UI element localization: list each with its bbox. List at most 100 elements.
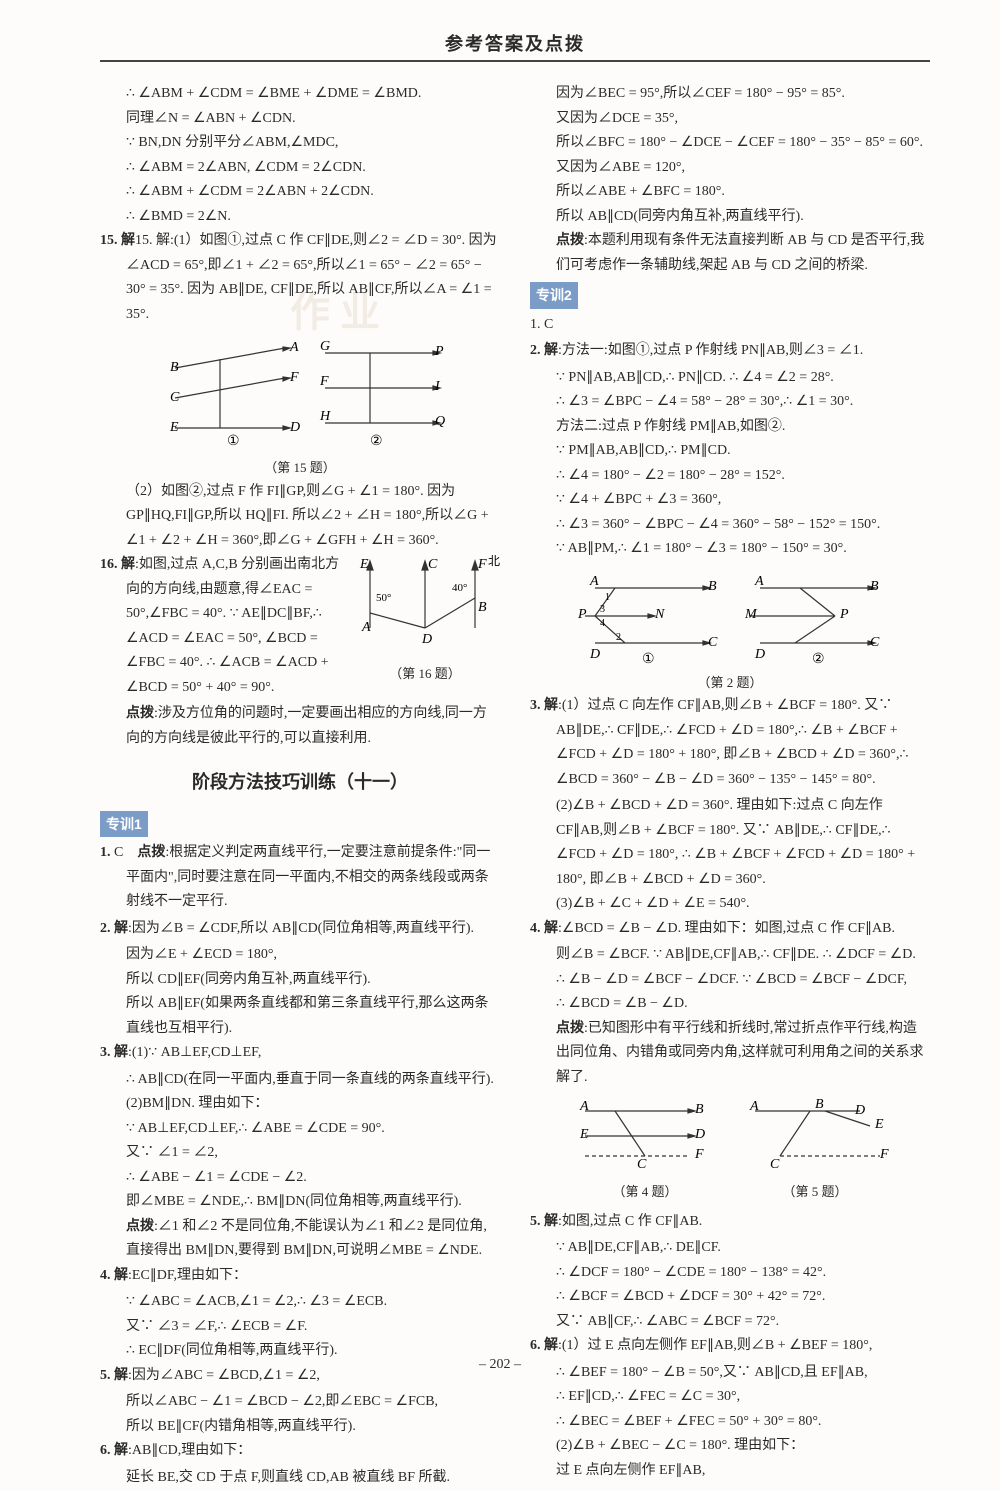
z2-q2d: ∵ PM∥AB,AB∥CD,∴ PM∥CD. <box>530 439 930 464</box>
z2-q3c: (3)∠B + ∠C + ∠D + ∠E = 540°. <box>530 892 930 917</box>
z2-q5c: ∴ ∠BCF = ∠BCD + ∠DCF = 30° + 42° = 72°. <box>530 1285 930 1310</box>
svg-text:D: D <box>289 420 300 435</box>
z2-q6d: (2)∠B + ∠BEC − ∠C = 180°. 理由如下： <box>530 1434 930 1459</box>
fig2-caption: （第 2 题） <box>530 672 930 695</box>
left-column: ∴ ∠ABM + ∠CDM = ∠BME + ∠DME = ∠BMD. 同理∠N… <box>100 82 500 1490</box>
svg-text:①: ① <box>227 434 240 449</box>
fig15-diagram: BCE AFD ① GP FI HQ ② <box>155 333 445 453</box>
z2-q6b: ∴ EF∥CD,∴ ∠FEC = ∠C = 30°, <box>530 1385 930 1410</box>
z1-q1: 1. C 点拨:根据定义判定两直线平行,一定要注意前提条件:"同一平面内",同时… <box>100 841 500 915</box>
z1-q3c: ∵ AB⊥EF,CD⊥EF,∴ ∠ABE = ∠CDE = 90°. <box>100 1117 500 1142</box>
z2-q1: 1. C <box>530 313 930 338</box>
z2-q5b: ∴ ∠DCF = 180° − ∠CDE = 180° − 138° = 42°… <box>530 1261 930 1286</box>
svg-text:C: C <box>708 635 718 650</box>
z1-q3a: ∴ AB∥CD(在同一平面内,垂直于同一条直线的两条直线平行). <box>100 1068 500 1093</box>
section-title: 阶段方法技巧训练（十一） <box>100 767 500 799</box>
svg-text:I: I <box>434 379 441 394</box>
sub-head-2: 专训2 <box>530 282 578 309</box>
page-number: – 202 – <box>0 1357 1000 1373</box>
svg-text:D: D <box>754 647 765 662</box>
svg-text:F: F <box>477 557 487 572</box>
page-title: 参考答案及点拨 <box>100 30 930 56</box>
z1-q3: 3. 解:(1)∵ AB⊥EF,CD⊥EF, <box>100 1041 500 1066</box>
svg-text:F: F <box>694 1147 704 1162</box>
svg-text:C: C <box>428 557 438 572</box>
z2-q6: 6. 解:(1）过 E 点向左侧作 EF∥AB,则∠B + ∠BEF = 180… <box>530 1334 930 1359</box>
svg-text:3: 3 <box>600 604 605 615</box>
svg-text:B: B <box>170 360 179 375</box>
z2-q4c: ∴ ∠BCD = ∠B − ∠D. <box>530 992 930 1017</box>
svg-text:A: A <box>589 574 599 589</box>
z1-q2a: 因为∠E + ∠ECD = 180°, <box>100 943 500 968</box>
z1-q5a: 所以∠ABC − ∠1 = ∠BCD − ∠2,即∠EBC = ∠FCB, <box>100 1390 500 1415</box>
svg-text:E: E <box>169 420 179 435</box>
z1-q3d: 又∵ ∠1 = ∠2, <box>100 1141 500 1166</box>
r4: 又因为∠ABE = 120°, <box>530 156 930 181</box>
svg-text:N: N <box>654 607 665 622</box>
svg-text:D: D <box>694 1127 705 1142</box>
svg-text:P: P <box>434 344 444 359</box>
z1-q2c: 所以 AB∥EF(如果两条直线都和第三条直线平行,那么这两条直线也互相平行). <box>100 992 500 1041</box>
z1-q6: 6. 解:AB∥CD,理由如下： <box>100 1439 500 1464</box>
z2-q2e: ∴ ∠4 = 180° − ∠2 = 180° − 28° = 152°. <box>530 464 930 489</box>
z2-q2h: ∵ AB∥PM,∴ ∠1 = 180° − ∠3 = 180° − 150° =… <box>530 537 930 562</box>
r3: 所以∠BFC = 180° − ∠DCE − ∠CEF = 180° − 35°… <box>530 131 930 156</box>
z2-q4a: 则∠B = ∠BCF. ∵ AB∥DE,CF∥AB,∴ CF∥DE. ∴ ∠DC… <box>530 943 930 968</box>
svg-text:P: P <box>839 607 849 622</box>
svg-text:H: H <box>319 409 331 424</box>
pre-line-5: ∴ ∠BMD = 2∠N. <box>100 205 500 230</box>
svg-text:②: ② <box>370 434 383 449</box>
svg-text:50°: 50° <box>376 592 391 604</box>
z2-q3b: (2)∠B + ∠BCD + ∠D = 360°. 理由如下:过点 C 向左作 … <box>530 794 930 892</box>
columns-container: ∴ ∠ABM + ∠CDM = ∠BME + ∠DME = ∠BMD. 同理∠N… <box>100 82 930 1490</box>
z1-q3e: ∴ ∠ABE − ∠1 = ∠CDE − ∠2. <box>100 1166 500 1191</box>
fig4-diagram: AB ED CF <box>570 1096 720 1171</box>
r1: 因为∠BEC = 95°,所以∠CEF = 180° − 95° = 85°. <box>530 82 930 107</box>
z2-q4tip: 点拨:已知图形中有平行线和折线时,常过折点作平行线,构造出同位角、内错角或同旁内… <box>556 1017 930 1091</box>
svg-text:B: B <box>695 1102 704 1117</box>
fig5-caption: （第 5 题） <box>740 1181 890 1204</box>
pre-line-0: ∴ ∠ABM + ∠CDM = ∠BME + ∠DME = ∠BMD. <box>100 82 500 107</box>
svg-text:F: F <box>289 370 299 385</box>
z2-q2a: ∵ PN∥AB,AB∥CD,∴ PN∥CD. ∴ ∠4 = ∠2 = 28°. <box>530 366 930 391</box>
svg-text:E: E <box>874 1117 884 1132</box>
pre-line-2: ∵ BN,DN 分别平分∠ABM,∠MDC, <box>100 131 500 156</box>
z2-q2c: 方法二:过点 P 作射线 PM∥AB,如图②. <box>530 415 930 440</box>
z2-q4: 4. 解:∠BCD = ∠B − ∠D. 理由如下：如图,过点 C 作 CF∥A… <box>530 917 930 942</box>
z1-q2: 2. 解:因为∠B = ∠CDF,所以 AB∥CD(同位角相等,两直线平行). <box>100 917 500 942</box>
fig5-diagram: AB DE CF <box>740 1096 890 1171</box>
z2-q2: 2. 解:方法一:如图①,过点 P 作射线 PN∥AB,则∠3 = ∠1. <box>530 339 930 364</box>
z1-q3b: (2)BM∥DN. 理由如下： <box>100 1092 500 1117</box>
z2-q4b: ∴ ∠B − ∠D = ∠BCF − ∠DCF. ∵ ∠BCD = ∠BCF −… <box>530 968 930 993</box>
r6: 所以 AB∥CD(同旁内角互补,两直线平行). <box>530 205 930 230</box>
z2-q2f: ∵ ∠4 + ∠BPC + ∠3 = 360°, <box>530 488 930 513</box>
z1-q2b: 所以 CD∥EF(同旁内角互补,两直线平行). <box>100 968 500 993</box>
z2-q3: 3. 解:(1）过点 C 向左作 CF∥AB,则∠B + ∠BCF = 180°… <box>530 694 930 792</box>
svg-text:M: M <box>744 607 758 622</box>
svg-text:C: C <box>170 390 180 405</box>
z1-q4: 4. 解:EC∥DF,理由如下： <box>100 1264 500 1289</box>
svg-text:C: C <box>870 635 880 650</box>
svg-text:A: A <box>754 574 764 589</box>
svg-text:C: C <box>770 1157 780 1171</box>
z1-q5b: 所以 BE∥CF(内错角相等,两直线平行). <box>100 1415 500 1440</box>
svg-text:P: P <box>577 607 587 622</box>
svg-text:②: ② <box>812 652 825 667</box>
q15-a: 15. 解15. 解:(1）如图①,过点 C 作 CF∥DE,则∠2 = ∠D … <box>100 229 500 327</box>
r2: 又因为∠DCE = 35°, <box>530 107 930 132</box>
right-column: 因为∠BEC = 95°,所以∠CEF = 180° − 95° = 85°. … <box>530 82 930 1490</box>
svg-text:D: D <box>589 647 600 662</box>
svg-text:北: 北 <box>488 554 500 568</box>
pre-line-4: ∴ ∠ABM + ∠CDM = 2∠ABN + 2∠CDN. <box>100 180 500 205</box>
svg-text:E: E <box>359 557 369 572</box>
svg-text:①: ① <box>642 652 655 667</box>
svg-text:2: 2 <box>616 632 621 643</box>
fig16-diagram: ECF ADB 50° 40° 北 <box>350 553 500 653</box>
pre-line-3: ∴ ∠ABM = 2∠ABN, ∠CDM = 2∠CDN. <box>100 156 500 181</box>
q16-tip: 点拨:涉及方位角的问题时,一定要画出相应的方向线,同一方向的方向线是彼此平行的,… <box>126 702 500 751</box>
svg-text:B: B <box>478 600 487 615</box>
fig15-caption: （第 15 题） <box>100 457 500 480</box>
title-underline <box>100 60 930 62</box>
z2-q2b: ∴ ∠3 = ∠BPC − ∠4 = 58° − 28° = 30°,∴ ∠1 … <box>530 390 930 415</box>
svg-text:A: A <box>579 1099 589 1114</box>
